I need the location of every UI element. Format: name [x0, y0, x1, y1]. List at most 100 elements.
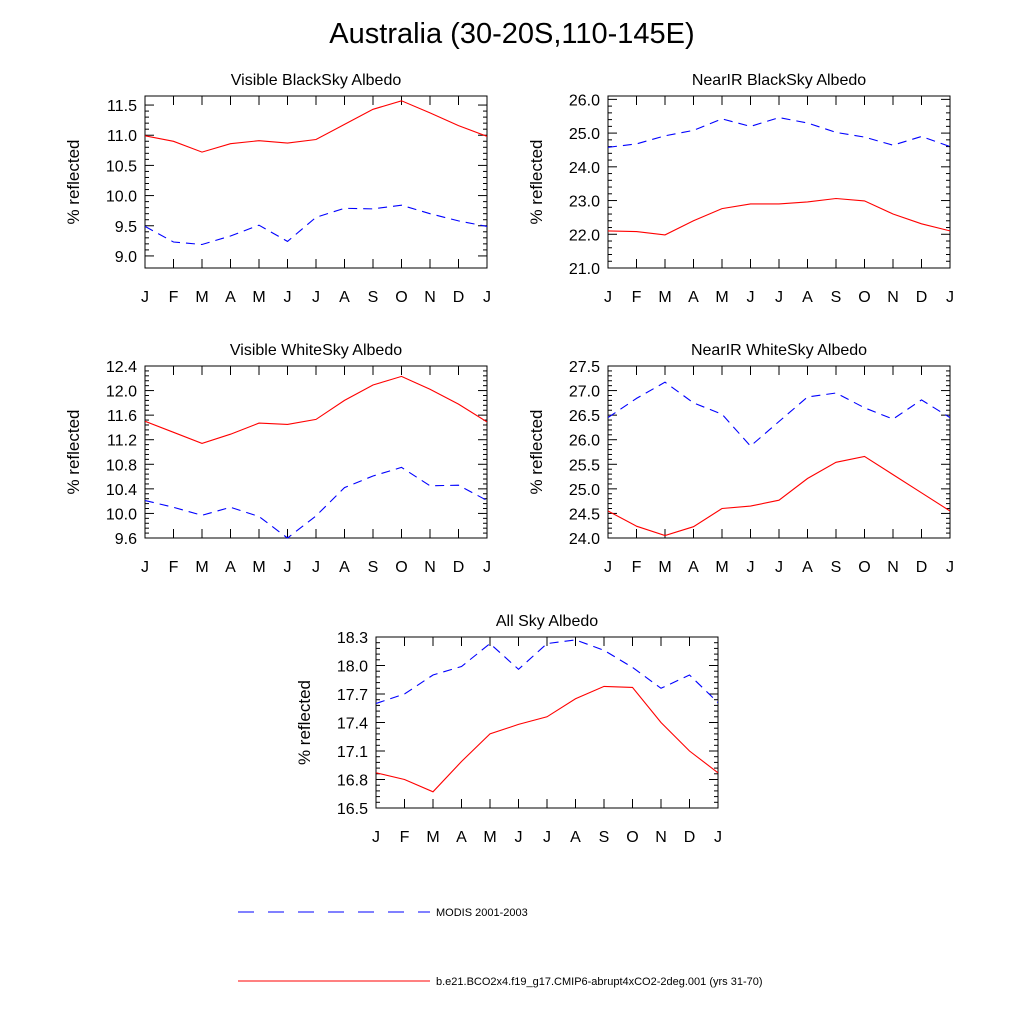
x-tick-label: S	[831, 289, 842, 306]
x-tick-label: J	[515, 829, 523, 846]
y-tick-label: 12.4	[106, 359, 137, 376]
x-tick-label: J	[312, 559, 320, 576]
x-tick-label: D	[916, 559, 928, 576]
y-tick-label: 26.0	[569, 433, 600, 450]
x-tick-label: S	[599, 829, 610, 846]
x-tick-label: J	[946, 289, 954, 306]
x-tick-label: D	[916, 289, 928, 306]
x-tick-label: M	[195, 289, 208, 306]
x-tick-label: J	[483, 559, 491, 576]
y-tick-label: 17.7	[337, 687, 368, 704]
y-tick-label: 25.0	[569, 126, 600, 143]
x-tick-label: D	[453, 559, 465, 576]
x-tick-label: O	[395, 289, 407, 306]
panel-title: Visible BlackSky Albedo	[231, 72, 402, 89]
x-tick-label: A	[570, 829, 581, 846]
x-tick-label: A	[802, 289, 813, 306]
x-tick-label: J	[747, 559, 755, 576]
x-tick-label: M	[658, 289, 671, 306]
x-tick-label: F	[400, 829, 410, 846]
x-tick-label: J	[714, 829, 722, 846]
y-tick-label: 16.5	[337, 801, 368, 818]
y-tick-label: 17.1	[337, 744, 368, 761]
x-tick-label: M	[426, 829, 439, 846]
x-tick-label: J	[775, 559, 783, 576]
series-line-model	[608, 455, 950, 537]
x-tick-label: J	[747, 289, 755, 306]
x-tick-label: S	[831, 559, 842, 576]
y-tick-label: 25.5	[569, 457, 600, 474]
x-tick-label: J	[604, 559, 612, 576]
series-line-obs	[145, 204, 487, 246]
x-tick-label: N	[424, 559, 436, 576]
x-tick-label: J	[775, 289, 783, 306]
x-tick-label: S	[368, 559, 379, 576]
y-tick-label: 11.6	[107, 408, 137, 425]
x-tick-label: A	[688, 559, 699, 576]
x-tick-label: F	[632, 559, 642, 576]
x-tick-label: J	[543, 829, 551, 846]
y-tick-label: 16.8	[337, 773, 368, 790]
x-tick-label: D	[684, 829, 696, 846]
x-tick-label: O	[395, 559, 407, 576]
y-tick-label: 24.5	[569, 506, 600, 523]
x-tick-label: J	[284, 559, 292, 576]
x-tick-label: F	[169, 289, 179, 306]
y-tick-label: 24.0	[569, 531, 600, 548]
series-line-obs	[608, 117, 950, 148]
x-tick-label: J	[141, 289, 149, 306]
x-tick-label: M	[715, 559, 728, 576]
x-tick-label: S	[368, 289, 379, 306]
x-tick-label: A	[456, 829, 467, 846]
figure-title: Australia (30-20S,110-145E)	[329, 18, 695, 50]
x-tick-label: M	[195, 559, 208, 576]
x-tick-label: M	[483, 829, 496, 846]
y-tick-label: 11.2	[107, 433, 137, 450]
x-tick-label: F	[169, 559, 179, 576]
x-tick-label: N	[887, 289, 899, 306]
plot-frame	[607, 95, 951, 269]
x-tick-label: M	[658, 559, 671, 576]
x-tick-label: D	[453, 289, 465, 306]
y-axis-label: % reflected	[527, 409, 546, 494]
plot-frame	[375, 636, 719, 809]
y-tick-label: 10.8	[106, 457, 137, 474]
panel-title: NearIR BlackSky Albedo	[692, 72, 866, 89]
x-tick-label: N	[887, 559, 899, 576]
x-tick-label: N	[655, 829, 667, 846]
series-line-model	[145, 375, 487, 444]
legend-label-obs: MODIS 2001-2003	[436, 907, 528, 919]
legend-label-model: b.e21.BCO2x4.f19_g17.CMIP6-abrupt4xCO2-2…	[436, 976, 763, 988]
y-tick-label: 12.0	[106, 384, 137, 401]
y-tick-label: 17.4	[337, 716, 368, 733]
panel-title: All Sky Albedo	[496, 613, 598, 630]
series-line-model	[145, 100, 487, 153]
y-tick-label: 24.0	[569, 160, 600, 177]
x-tick-label: A	[339, 559, 350, 576]
x-tick-label: J	[372, 829, 380, 846]
y-tick-label: 27.0	[569, 384, 600, 401]
x-tick-label: M	[252, 289, 265, 306]
y-tick-label: 9.5	[115, 219, 137, 236]
y-tick-label: 25.0	[569, 482, 600, 499]
y-tick-label: 18.0	[337, 659, 368, 676]
x-tick-label: A	[225, 559, 236, 576]
panel-title: Visible WhiteSky Albedo	[230, 342, 402, 359]
x-tick-label: J	[312, 289, 320, 306]
y-tick-label: 9.6	[115, 531, 137, 548]
plot-frame	[144, 95, 488, 269]
y-tick-label: 11.0	[107, 128, 137, 145]
series-line-obs	[376, 639, 718, 705]
y-tick-label: 26.5	[569, 408, 600, 425]
y-tick-label: 10.0	[106, 506, 137, 523]
y-tick-label: 21.0	[569, 261, 600, 278]
series-line-model	[608, 197, 950, 236]
y-tick-label: 18.3	[337, 630, 368, 647]
y-axis-label: % reflected	[64, 139, 83, 224]
